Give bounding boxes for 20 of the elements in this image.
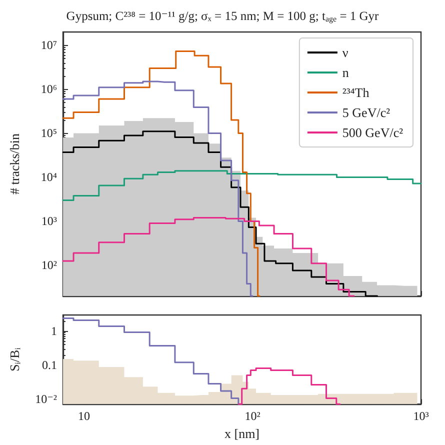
x-tick-label: 10 (78, 409, 90, 424)
y-tick-label: 10⁷ (40, 38, 57, 52)
x-tick-label: 10³ (413, 409, 430, 424)
y-tick-label: 10⁴ (40, 170, 57, 184)
legend-label: 500 GeV/c² (342, 125, 404, 140)
y-tick-label: 10³ (41, 214, 58, 228)
legend-label: ν (342, 45, 348, 60)
y-axis-title: # tracks/bin (7, 132, 22, 195)
x-axis-title: x [nm] (224, 426, 260, 441)
y-tick-label: 0.1 (42, 358, 57, 372)
legend-label: n (342, 65, 350, 80)
legend-label: ²³⁴Th (342, 85, 370, 100)
y-tick-label: 10⁵ (40, 126, 57, 140)
y-tick-label: 10⁶ (40, 82, 57, 96)
x-tick-label: 10² (244, 409, 261, 424)
y-tick-label: 10⁻² (35, 392, 58, 406)
y-tick-label: 1 (51, 324, 57, 338)
legend-label: 5 GeV/c² (342, 105, 390, 120)
y-tick-label: 10² (41, 258, 58, 272)
y-axis-title: Sᵢ/Bᵢ (7, 346, 22, 372)
